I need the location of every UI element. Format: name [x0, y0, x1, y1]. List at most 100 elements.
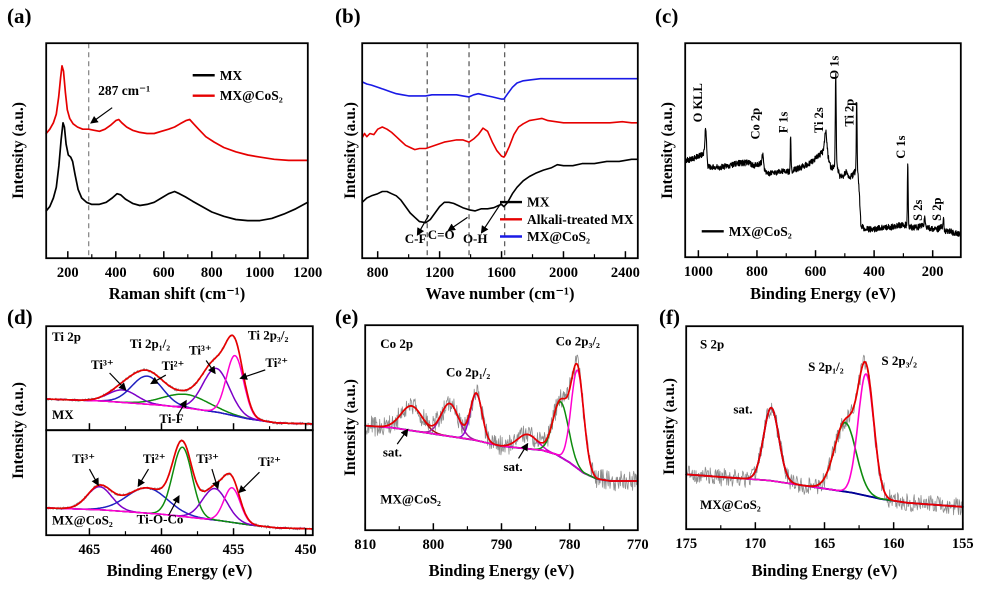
svg-text:1200: 1200: [293, 265, 322, 281]
svg-text:175: 175: [675, 536, 697, 552]
svg-text:800: 800: [367, 265, 389, 281]
panel-e-letter: (e): [335, 305, 359, 329]
svg-text:Ti-F: Ti-F: [159, 411, 183, 426]
panel-c-xps-survey: (c) Intensity (a.u.) 1000 800 600 400 200 O K…: [655, 0, 983, 303]
xps-survey-chart: 1000 800 600 400 200 O KLL Co 2p F 1s Ti 2s O 1s T…: [684, 42, 962, 285]
panel-c-letter: (c): [655, 4, 679, 28]
svg-text:Co 2p₁/₂: Co 2p₁/₂: [446, 364, 490, 379]
raman-chart: 200 400 600 800 1000 1200 287 cm⁻¹ MX MX@CoS₂: [45, 42, 322, 286]
svg-text:790: 790: [491, 537, 513, 553]
panel-a-x-axis-label: Raman shift (cm⁻¹): [108, 284, 246, 303]
svg-text:200: 200: [922, 264, 944, 280]
svg-text:O 1s: O 1s: [827, 55, 841, 79]
svg-text:S 2p: S 2p: [930, 197, 944, 220]
svg-text:165: 165: [814, 536, 836, 552]
svg-text:sat.: sat.: [504, 459, 523, 474]
svg-text:Ti²⁺: Ti²⁺: [258, 454, 281, 469]
svg-text:C-F: C-F: [405, 231, 427, 246]
panel-e-co2p: (e) Intensity (a.u.) 810 800 790 780 770 Co 2…: [328, 297, 655, 594]
panel-b-letter: (b): [335, 4, 361, 28]
panel-f-x-axis-label: Binding Energy (eV): [751, 561, 898, 580]
svg-text:Co 2p: Co 2p: [749, 108, 763, 140]
svg-text:200: 200: [57, 265, 79, 281]
svg-text:810: 810: [354, 537, 376, 553]
svg-text:sat.: sat.: [733, 401, 752, 416]
svg-text:S 2p: S 2p: [700, 337, 724, 352]
svg-text:Ti²⁺: Ti²⁺: [143, 451, 166, 466]
panel-f-letter: (f): [659, 305, 680, 329]
svg-text:287 cm⁻¹: 287 cm⁻¹: [98, 83, 150, 98]
svg-text:sat.: sat.: [383, 444, 402, 459]
svg-text:1000: 1000: [684, 264, 713, 280]
co2p-chart: 810 800 790 780 770 Co 2p Co 2p₁/₂ Co 2p₃/₂ sat.…: [354, 324, 649, 557]
panel-a-raman: (a) Intensity (a.u.) 200 400 600 800 1000 120…: [0, 0, 328, 303]
svg-text:MX@CoS₂: MX@CoS₂: [527, 229, 590, 244]
svg-text:Ti²⁺: Ti²⁺: [265, 355, 288, 370]
svg-text:800: 800: [422, 537, 444, 553]
svg-text:170: 170: [744, 536, 766, 552]
svg-text:S 2p₁/₂: S 2p₁/₂: [808, 359, 844, 374]
panel-b-ftir: (b) Intensity (a.u.) 800 1200 1600 2000 2400…: [328, 0, 655, 303]
svg-text:800: 800: [746, 264, 768, 280]
svg-text:MX: MX: [527, 195, 550, 210]
panel-d-letter: (d): [7, 305, 33, 329]
svg-text:2000: 2000: [549, 265, 578, 281]
svg-text:1000: 1000: [245, 265, 274, 281]
panel-b-x-axis-label: Wave number (cm⁻¹): [425, 284, 575, 303]
svg-text:600: 600: [805, 264, 827, 280]
svg-text:Co 2p: Co 2p: [380, 336, 413, 351]
panel-d-ti2p: (d) Intensity (a.u.) Ti 2p Ti 2p₁/₂ Ti 2p₃…: [0, 297, 328, 594]
svg-text:Ti³⁺: Ti³⁺: [91, 357, 114, 372]
svg-text:MX@CoS₂: MX@CoS₂: [220, 88, 283, 103]
s2p-chart: 175 170 165 160 155 S 2p sat. S 2p₁/₂ S 2p₃/₂ MX@…: [675, 325, 974, 556]
svg-text:Ti³⁺: Ti³⁺: [72, 451, 95, 466]
ti2p-mx-chart: Ti 2p Ti 2p₁/₂ Ti 2p₃/₂ Ti³⁺ Ti²⁺ Ti³⁺ Ti²⁺ Ti-…: [45, 325, 314, 432]
svg-text:1200: 1200: [425, 265, 454, 281]
svg-text:1600: 1600: [487, 265, 516, 281]
panel-a-y-axis-label: Intensity (a.u.): [10, 102, 27, 200]
svg-text:F 1s: F 1s: [776, 112, 790, 134]
svg-text:155: 155: [952, 536, 974, 552]
svg-text:Ti 2p: Ti 2p: [52, 329, 81, 344]
svg-text:MX@CoS₂: MX@CoS₂: [700, 497, 761, 512]
panel-d-y-axis-label: Intensity (a.u.): [10, 382, 27, 480]
svg-text:2400: 2400: [611, 265, 640, 281]
svg-text:450: 450: [295, 542, 317, 558]
svg-text:460: 460: [151, 542, 173, 558]
svg-text:Ti²⁺: Ti²⁺: [162, 358, 185, 373]
panel-e-x-axis-label: Binding Energy (eV): [428, 561, 575, 580]
panel-f-y-axis-label: Intensity (a.u.): [661, 378, 678, 476]
svg-text:MX: MX: [52, 407, 74, 422]
svg-text:Ti³⁺: Ti³⁺: [189, 342, 212, 357]
panel-c-x-axis-label: Binding Energy (eV): [750, 284, 896, 303]
svg-text:455: 455: [223, 542, 245, 558]
svg-text:MX@CoS₂: MX@CoS₂: [729, 224, 792, 239]
panel-d-x-axis-label: Binding Energy (eV): [106, 561, 253, 580]
svg-text:O KLL: O KLL: [691, 83, 705, 122]
svg-text:770: 770: [627, 537, 649, 553]
svg-text:600: 600: [153, 265, 175, 281]
svg-text:MX@CoS₂: MX@CoS₂: [380, 492, 441, 507]
panel-a-letter: (a): [7, 4, 32, 28]
svg-text:400: 400: [105, 265, 127, 281]
svg-text:400: 400: [863, 264, 885, 280]
svg-text:MX@CoS₂: MX@CoS₂: [52, 513, 113, 528]
ti2p-mxcos2-chart: 465 460 455 450 Ti³⁺ Ti²⁺ Ti-O-Co Ti³⁺ Ti²⁺ MX@Co…: [45, 429, 317, 563]
svg-text:800: 800: [201, 265, 223, 281]
svg-text:Ti 2p₃/₂: Ti 2p₃/₂: [248, 328, 289, 343]
svg-text:S 2p₃/₂: S 2p₃/₂: [881, 353, 917, 368]
svg-text:S 2s: S 2s: [911, 199, 925, 220]
svg-text:MX: MX: [220, 68, 243, 83]
panel-e-y-axis-label: Intensity (a.u.): [342, 379, 359, 477]
svg-text:160: 160: [883, 536, 905, 552]
panel-f-s2p: (f) Intensity (a.u.) 175 170 165 160 155 S 2p…: [655, 297, 983, 594]
svg-text:Alkali-treated MX: Alkali-treated MX: [527, 212, 634, 227]
svg-text:O-H: O-H: [463, 231, 488, 246]
svg-text:Co 2p₃/₂: Co 2p₃/₂: [556, 334, 600, 349]
ftir-chart: 800 1200 1600 2000 2400 C-F C=O O-H MX Alkali-tre…: [361, 42, 640, 286]
svg-text:465: 465: [79, 542, 101, 558]
svg-text:Ti 2s: Ti 2s: [812, 107, 826, 133]
svg-text:780: 780: [559, 537, 581, 553]
svg-text:Ti-O-Co: Ti-O-Co: [137, 512, 184, 527]
